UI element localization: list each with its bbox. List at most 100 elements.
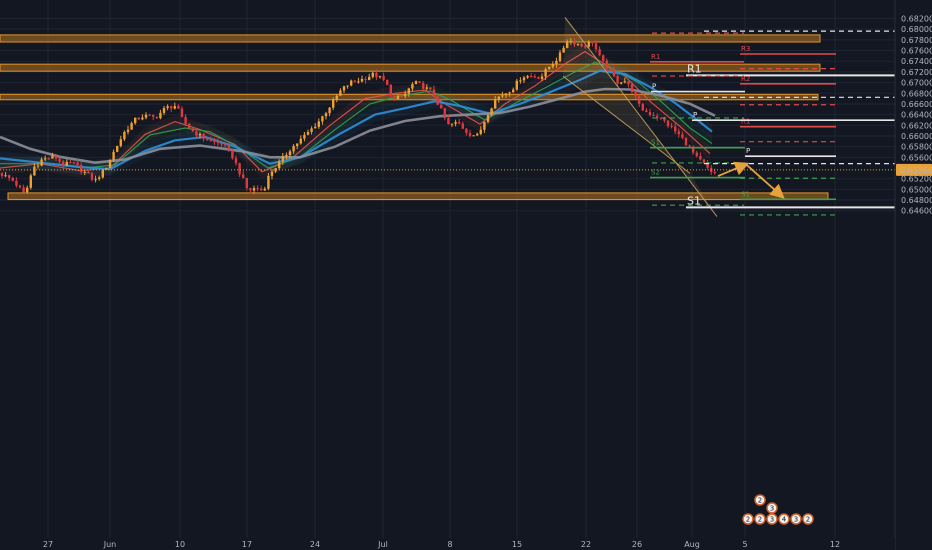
candle-body: [252, 188, 256, 191]
price-axis-panel[interactable]: [895, 0, 932, 550]
candle-body: [494, 99, 497, 109]
candle-body: [166, 106, 169, 109]
event-marker-icon[interactable]: [742, 513, 754, 525]
candle-body: [137, 117, 140, 120]
event-marker-icon[interactable]: [754, 513, 766, 525]
candle-body: [188, 123, 191, 129]
candle-body: [483, 121, 486, 130]
candle-body: [371, 72, 374, 77]
candle-body: [98, 177, 101, 179]
channel-line[interactable]: [562, 75, 691, 174]
candle-body: [659, 117, 662, 119]
candle-body: [580, 43, 583, 47]
candle-body: [432, 89, 436, 97]
channel-line[interactable]: [564, 17, 718, 217]
candle-body: [368, 76, 371, 80]
candle-body: [242, 174, 245, 179]
price-zone[interactable]: [0, 63, 821, 72]
candle-body: [101, 169, 104, 178]
candle-body: [29, 175, 32, 188]
candle-body: [177, 106, 180, 109]
candle-body: [386, 79, 389, 85]
event-marker-icon[interactable]: [766, 502, 778, 514]
event-marker-count: 2: [746, 516, 750, 524]
event-marker-icon[interactable]: [754, 494, 766, 506]
candle-body: [440, 104, 443, 109]
candle-body: [512, 89, 515, 93]
candle-body: [479, 129, 482, 134]
candle-body: [83, 171, 86, 173]
candle-body: [400, 96, 403, 98]
candle-body: [299, 138, 302, 144]
current-price-tag: 0.65366: [896, 163, 932, 176]
candle-body: [350, 80, 353, 86]
candle-body: [594, 43, 598, 50]
time-axis[interactable]: 27 Jun 10 17 24 Jul 8 15 22 26 Aug 5 12: [43, 540, 840, 549]
time-tick-label: 22: [581, 540, 591, 549]
candle-body: [346, 85, 349, 87]
price-tick-label: 0.66400: [901, 111, 932, 120]
candle-body: [533, 76, 536, 78]
candle-body: [648, 112, 652, 116]
descending-channel[interactable]: [562, 17, 718, 217]
pivot-levels[interactable]: R3 R1 R2 R1 R1 P P P S1 S2 S1 S1: [650, 30, 895, 216]
candle-body: [191, 128, 194, 132]
event-marker-icon[interactable]: [790, 513, 802, 525]
candle-body: [454, 122, 457, 124]
candle-body: [670, 125, 673, 127]
candle-body: [33, 166, 36, 176]
candle-body: [616, 76, 619, 84]
candle-body: [180, 108, 184, 117]
candle-body: [238, 163, 241, 175]
price-tag-bg: [896, 163, 932, 176]
candle-body: [692, 146, 695, 153]
price-zone[interactable]: [0, 34, 821, 43]
candle-body: [184, 116, 187, 124]
candle-body: [317, 121, 320, 127]
candle-body: [393, 95, 396, 100]
candle-body: [530, 76, 533, 78]
event-marker-icon[interactable]: [766, 513, 778, 525]
moving-average-line: [0, 87, 716, 165]
event-marker-count: 2: [758, 516, 762, 524]
pivot-label-s1: S1: [741, 190, 750, 198]
candle-body: [461, 123, 464, 129]
candle-body: [306, 131, 310, 135]
candle-body: [422, 82, 425, 89]
candle-body: [263, 188, 266, 191]
candle-body: [249, 188, 252, 191]
candle-body: [443, 108, 446, 119]
candle-body: [576, 43, 580, 45]
candle-body: [328, 107, 331, 114]
candle-body: [123, 131, 126, 140]
projection-arrow[interactable]: [745, 163, 785, 199]
price-tick-label: 0.64600: [901, 207, 932, 216]
price-tick-label: 0.67600: [901, 47, 932, 56]
candle-body: [274, 168, 277, 172]
price-tick-label: 0.66000: [901, 132, 932, 141]
candle-body: [256, 188, 259, 190]
event-markers[interactable]: 22 2 3 4 3 23: [742, 494, 814, 525]
price-zone[interactable]: [7, 192, 829, 201]
pivot-label-p: P: [652, 83, 656, 91]
candle-body: [87, 171, 90, 174]
time-axis-panel[interactable]: [0, 538, 895, 550]
candle-body: [342, 86, 346, 91]
candle-body: [80, 165, 83, 172]
time-tick-label: Aug: [684, 540, 700, 549]
event-marker-icon[interactable]: [802, 513, 814, 525]
pivot-label-r1: R1: [651, 53, 660, 61]
candle-body: [504, 93, 508, 96]
event-marker-icon[interactable]: [778, 513, 790, 525]
candle-body: [227, 145, 230, 150]
price-tick-label: 0.66200: [901, 121, 932, 130]
candle-body: [418, 81, 421, 83]
candle-body: [591, 41, 594, 44]
candle-body: [508, 92, 511, 94]
candle-body: [468, 133, 472, 136]
supply-demand-zones[interactable]: [0, 34, 829, 201]
event-marker-count: 2: [806, 516, 810, 524]
candle-body: [486, 115, 490, 122]
